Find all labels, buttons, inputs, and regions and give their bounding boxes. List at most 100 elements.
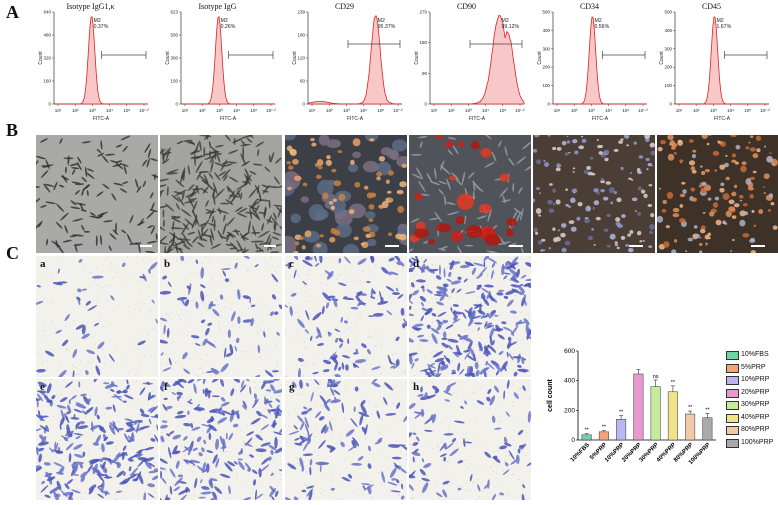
y-tick-label: 500 — [542, 10, 550, 15]
transwell-letter: g — [289, 381, 295, 393]
transwell-image-b: b — [160, 256, 282, 377]
y-tick-label: 400 — [664, 28, 672, 33]
transwell-letter: e — [40, 381, 45, 393]
significance-label: ns — [653, 374, 659, 380]
y-tick-label: 0 — [669, 102, 672, 107]
x-tick-label: 10² — [571, 108, 578, 113]
legend-item: 40%PRP — [726, 413, 778, 426]
legend-item: 5%PRP — [726, 363, 778, 376]
micro-image-5 — [533, 135, 655, 253]
flow-histogram-title: Isotype IgG — [198, 2, 237, 11]
gate-percentage: 0.37% — [94, 24, 109, 30]
flow-histogram-5: CD34 500 400 300 200 100 0 Count 10¹ 10² 10³ 10⁴ 10⁵… — [527, 0, 652, 128]
histogram-curve — [181, 15, 275, 105]
significance-label: ** — [671, 380, 676, 386]
y-tick-label: 0 — [547, 102, 550, 107]
x-tick-label: 10⁴ — [727, 108, 734, 113]
x-tick-label: 10⁷·² — [393, 108, 403, 113]
legend-swatch — [726, 376, 739, 385]
flow-histogram-title: CD90 — [456, 2, 477, 11]
x-tick-label: 10⁷·² — [266, 108, 276, 113]
chart-y-tick-label: 600 — [564, 348, 575, 355]
y-tick-label: 320 — [43, 56, 51, 61]
y-tick-label: 500 — [664, 10, 672, 15]
x-tick-label: 10¹ — [309, 108, 316, 113]
chart-y-tick-label: 400 — [564, 378, 575, 385]
transwell-letter: f — [164, 381, 168, 393]
significance-label: ** — [619, 410, 624, 416]
x-tick-label: 10³ — [343, 108, 350, 113]
significance-label: ** — [688, 405, 693, 411]
legend-item: 20%PRP — [726, 388, 778, 401]
x-tick-label: 10¹ — [55, 108, 62, 113]
histogram-curve — [307, 14, 402, 105]
gate-percentage: 95.37% — [378, 24, 396, 30]
panel-letter-a: A — [6, 2, 19, 22]
x-tick-label: 10³ — [465, 108, 472, 113]
gate-name: M2 — [594, 18, 601, 24]
transwell-letter: d — [413, 258, 420, 270]
y-tick-label: 200 — [542, 65, 550, 70]
x-tick-label: 10⁵ — [744, 108, 751, 113]
y-tick-label: 160 — [43, 79, 51, 84]
x-tick-label: 10³ — [710, 108, 717, 113]
legend-label: 5%PRP — [741, 363, 766, 371]
gate-percentage: 99.12% — [502, 24, 520, 30]
transwell-letter: h — [413, 381, 420, 393]
x-tick-label: 10¹ — [554, 108, 561, 113]
y-tick-label: 180 — [419, 40, 427, 45]
chart-y-tick-label: 0 — [571, 437, 575, 444]
flow-histogram-6: CD45 500 400 300 200 100 0 Count 10¹ 10² 10³ 10⁴ 10⁵… — [649, 0, 774, 128]
y-tick-label: 0 — [302, 102, 305, 107]
x-axis-label: FITC-A — [93, 116, 110, 122]
x-tick-label: 10⁵ — [250, 108, 257, 113]
x-tick-label: 10⁴ — [482, 108, 489, 113]
legend-swatch — [726, 401, 739, 410]
transwell-image-d: d — [409, 256, 531, 377]
bar-80%PRP — [685, 413, 696, 441]
y-tick-label: 120 — [297, 56, 305, 61]
y-tick-label: 239 — [297, 10, 305, 15]
x-tick-label: 10⁵ — [622, 108, 629, 113]
flow-histogram-title: Isotype IgG1,κ — [66, 2, 115, 11]
x-tick-label: 10¹ — [182, 108, 189, 113]
y-tick-label: 300 — [542, 46, 550, 51]
legend-swatch — [726, 438, 739, 448]
y-tick-label: 100 — [664, 83, 672, 88]
bar-10%FBS — [581, 434, 592, 441]
x-tick-label: 10² — [448, 108, 455, 113]
x-tick-label: 10⁵ — [499, 108, 506, 113]
y-tick-label: 640 — [43, 10, 51, 15]
histogram-curve — [54, 15, 148, 105]
x-axis-label: FITC-A — [592, 116, 609, 122]
chart-y-axis-label: cell count — [547, 379, 554, 412]
y-tick-label: 270 — [419, 10, 427, 15]
legend-label: 80%PRP — [741, 426, 770, 433]
gate-percentage: 1.67% — [716, 24, 731, 30]
transwell-letter: b — [164, 258, 171, 270]
x-tick-label: 10² — [199, 108, 206, 113]
bar-40%PRP — [667, 391, 678, 441]
x-tick-label: 10⁵ — [377, 108, 384, 113]
y-axis-label: Count — [414, 51, 420, 65]
significance-label: ** — [602, 425, 607, 431]
micro-image-4 — [409, 135, 531, 253]
legend-label: 20%PRP — [741, 388, 770, 396]
y-tick-label: 480 — [43, 33, 51, 38]
x-tick-label: 10³ — [588, 108, 595, 113]
bar-30%PRP — [650, 386, 661, 441]
y-tick-label: 623 — [170, 10, 178, 15]
gate-percentage: 0.56% — [594, 24, 609, 30]
y-tick-label: 500 — [170, 33, 178, 38]
y-tick-label: 180 — [297, 33, 305, 38]
histogram-curve — [430, 14, 525, 105]
histogram-curve — [553, 16, 647, 105]
x-tick-label: 10² — [326, 108, 333, 113]
y-axis-label: Count — [38, 51, 44, 65]
x-tick-label: 10⁷·² — [139, 108, 149, 113]
micro-image-1 — [36, 135, 158, 253]
legend-swatch — [726, 413, 739, 423]
transwell-letter: a — [40, 258, 46, 270]
x-tick-label: 10⁷·² — [515, 108, 525, 113]
